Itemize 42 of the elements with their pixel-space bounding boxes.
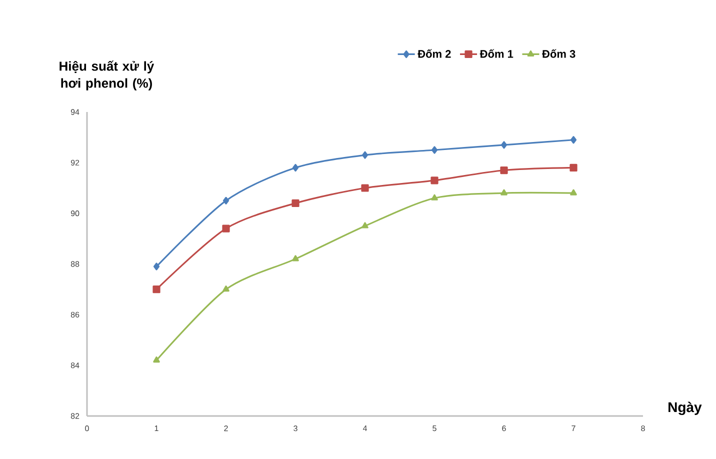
point <box>292 255 299 262</box>
point <box>570 164 578 172</box>
y-tick-label: 82 <box>70 413 80 419</box>
y-tick-label: 90 <box>70 210 80 216</box>
x-tick-label: 2 <box>224 426 228 432</box>
x-tick-label: 0 <box>85 426 89 432</box>
legend-label: Đốm 3 <box>542 49 576 58</box>
x-tick-label: 4 <box>362 426 367 432</box>
point <box>292 199 300 207</box>
x-tick-label: 5 <box>432 426 436 432</box>
x-tick-label: 1 <box>154 426 158 432</box>
x-tick-label: 3 <box>294 426 298 432</box>
point <box>431 146 438 154</box>
point <box>222 196 230 204</box>
x-tick-label: 8 <box>641 426 645 432</box>
point <box>570 189 577 196</box>
y-tick-label: 92 <box>70 160 80 166</box>
point <box>153 262 160 270</box>
legend-label: Đốm 2 <box>418 49 451 58</box>
y-tick-label: 84 <box>70 362 80 368</box>
y-tick-label: 86 <box>70 312 80 318</box>
point <box>431 194 438 200</box>
point <box>500 189 508 196</box>
point <box>153 356 160 363</box>
point <box>570 136 577 144</box>
point <box>500 141 508 149</box>
point <box>500 166 508 174</box>
legend-label: Đốm 1 <box>480 49 514 58</box>
x-tick-label: 6 <box>502 426 506 432</box>
y-tick-label: 88 <box>70 261 80 267</box>
point <box>362 151 368 159</box>
point <box>152 286 160 294</box>
point <box>430 176 438 184</box>
y-axis-title: Hiệu suất xử lý hơi phenol (%) <box>60 60 154 90</box>
y-tick-label: 94 <box>70 109 80 115</box>
x-tick-label: 7 <box>572 426 576 432</box>
point <box>292 164 299 172</box>
point <box>361 184 369 192</box>
x-axis-title: Ngày <box>668 402 702 416</box>
point <box>362 222 368 228</box>
point <box>222 224 230 232</box>
point <box>222 286 230 292</box>
